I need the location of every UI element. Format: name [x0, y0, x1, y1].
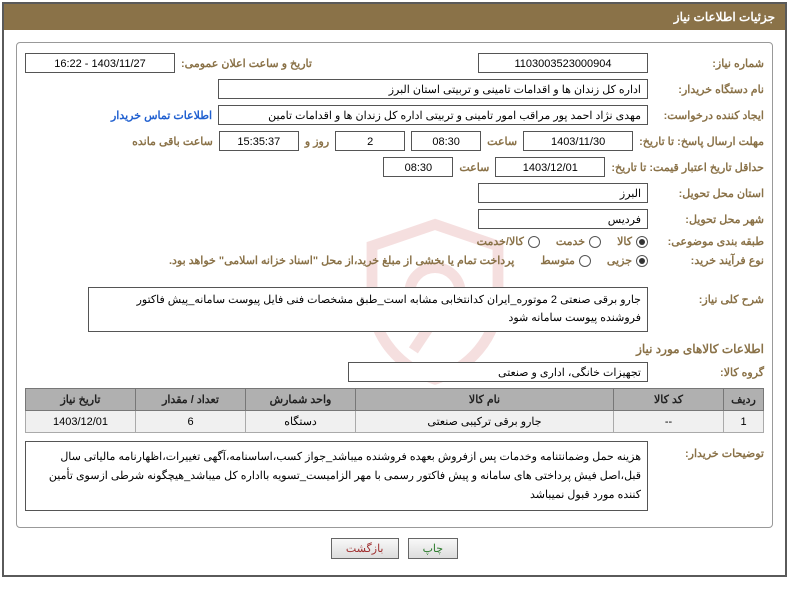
radio-partial-label: جزیی: [607, 254, 632, 267]
content-area: شماره نیاز: 1103003523000904 تاریخ و ساع…: [4, 30, 785, 575]
radio-goods-label: کالا: [617, 235, 632, 248]
row-category: طبقه بندی موضوعی: کالا خدمت کالا/خدمت: [25, 235, 764, 248]
radio-service-label: خدمت: [556, 235, 585, 248]
row-buyer-org: نام دستگاه خریدار: اداره کل زندان ها و ا…: [25, 79, 764, 99]
radio-medium[interactable]: متوسط: [540, 254, 591, 267]
radio-both-label: کالا/خدمت: [477, 235, 524, 248]
buyer-contact-link[interactable]: اطلاعات تماس خریدار: [111, 109, 212, 122]
footer-buttons: چاپ بازگشت: [16, 538, 773, 559]
print-button[interactable]: چاپ: [408, 538, 459, 559]
days-label: روز و: [305, 135, 329, 148]
general-desc-box: جارو برقی صنعتی 2 موتوره_ایران کدانتخابی…: [88, 287, 648, 332]
radio-both[interactable]: کالا/خدمت: [477, 235, 540, 248]
items-table: ردیف کد کالا نام کالا واحد شمارش تعداد /…: [25, 388, 764, 433]
radio-goods-icon: [636, 236, 648, 248]
td-code: --: [614, 411, 724, 433]
city-field: فردیس: [478, 209, 648, 229]
validity-date-field: 1403/12/01: [495, 157, 605, 177]
back-button[interactable]: بازگشت: [331, 538, 399, 559]
row-general-desc: شرح کلی نیاز: جارو برقی صنعتی 2 موتوره_ا…: [25, 287, 764, 332]
announce-field: 1403/11/27 - 16:22: [25, 53, 175, 73]
deadline-time-label: ساعت: [487, 135, 517, 148]
radio-goods[interactable]: کالا: [617, 235, 648, 248]
buyer-notes-label: توضیحات خریدار:: [654, 447, 764, 460]
row-need-number: شماره نیاز: 1103003523000904 تاریخ و ساع…: [25, 53, 764, 73]
radio-partial[interactable]: جزیی: [607, 254, 648, 267]
days-field: 2: [335, 131, 405, 151]
td-unit: دستگاه: [246, 411, 356, 433]
goods-group-label: گروه کالا:: [654, 366, 764, 379]
radio-both-icon: [528, 236, 540, 248]
page-header: جزئیات اطلاعات نیاز: [4, 4, 785, 30]
validity-label: حداقل تاریخ اعتبار قیمت: تا تاریخ:: [611, 161, 764, 174]
main-frame: جزئیات اطلاعات نیاز شماره نیاز: 11030035…: [2, 2, 787, 577]
category-label: طبقه بندی موضوعی:: [654, 235, 764, 248]
th-name: نام کالا: [356, 389, 614, 411]
details-panel: شماره نیاز: 1103003523000904 تاریخ و ساع…: [16, 42, 773, 528]
td-date: 1403/12/01: [26, 411, 136, 433]
deadline-date-field: 1403/11/30: [523, 131, 633, 151]
purchase-note: پرداخت تمام یا بخشی از مبلغ خرید،از محل …: [169, 254, 514, 267]
need-number-field: 1103003523000904: [478, 53, 648, 73]
radio-medium-icon: [579, 255, 591, 267]
remaining-time-field: 15:35:37: [219, 131, 299, 151]
th-code: کد کالا: [614, 389, 724, 411]
td-qty: 6: [136, 411, 246, 433]
need-number-label: شماره نیاز:: [654, 57, 764, 70]
row-requester: ایجاد کننده درخواست: مهدی نژاد احمد پور …: [25, 105, 764, 125]
validity-time-field: 08:30: [383, 157, 453, 177]
purchase-type-label: نوع فرآیند خرید:: [654, 254, 764, 267]
items-section-title: اطلاعات کالاهای مورد نیاز: [25, 342, 764, 356]
td-row: 1: [724, 411, 764, 433]
remaining-label: ساعت باقی مانده: [132, 135, 213, 148]
buyer-org-field: اداره کل زندان ها و اقدامات تامینی و ترب…: [218, 79, 648, 99]
radio-partial-icon: [636, 255, 648, 267]
row-purchase-type: نوع فرآیند خرید: جزیی متوسط پرداخت تمام …: [25, 254, 764, 267]
table-header-row: ردیف کد کالا نام کالا واحد شمارش تعداد /…: [26, 389, 764, 411]
buyer-notes-box: هزینه حمل وضمانتنامه وخدمات پس ازفروش بع…: [25, 441, 648, 511]
th-row: ردیف: [724, 389, 764, 411]
radio-service-icon: [589, 236, 601, 248]
page-title: جزئیات اطلاعات نیاز: [674, 10, 775, 24]
row-validity: حداقل تاریخ اعتبار قیمت: تا تاریخ: 1403/…: [25, 157, 764, 177]
row-city: شهر محل تحویل: فردیس: [25, 209, 764, 229]
announce-label: تاریخ و ساعت اعلان عمومی:: [181, 57, 312, 70]
radio-medium-label: متوسط: [540, 254, 575, 267]
table-row: 1 -- جارو برقی ترکیبی صنعتی دستگاه 6 140…: [26, 411, 764, 433]
requester-field: مهدی نژاد احمد پور مراقب امور تامینی و ت…: [218, 105, 648, 125]
deadline-label: مهلت ارسال پاسخ: تا تاریخ:: [639, 135, 764, 148]
td-name: جارو برقی ترکیبی صنعتی: [356, 411, 614, 433]
th-qty: تعداد / مقدار: [136, 389, 246, 411]
th-unit: واحد شمارش: [246, 389, 356, 411]
purchase-radio-group: جزیی متوسط: [540, 254, 648, 267]
deadline-time-field: 08:30: [411, 131, 481, 151]
validity-time-label: ساعت: [459, 161, 489, 174]
buyer-org-label: نام دستگاه خریدار:: [654, 83, 764, 96]
goods-group-field: تجهیزات خانگی، اداری و صنعتی: [348, 362, 648, 382]
province-field: البرز: [478, 183, 648, 203]
row-province: استان محل تحویل: البرز: [25, 183, 764, 203]
province-label: استان محل تحویل:: [654, 187, 764, 200]
row-deadline: مهلت ارسال پاسخ: تا تاریخ: 1403/11/30 سا…: [25, 131, 764, 151]
requester-label: ایجاد کننده درخواست:: [654, 109, 764, 122]
row-buyer-notes: توضیحات خریدار: هزینه حمل وضمانتنامه وخد…: [25, 441, 764, 511]
row-goods-group: گروه کالا: تجهیزات خانگی، اداری و صنعتی: [25, 362, 764, 382]
th-date: تاریخ نیاز: [26, 389, 136, 411]
category-radio-group: کالا خدمت کالا/خدمت: [477, 235, 648, 248]
general-desc-label: شرح کلی نیاز:: [654, 293, 764, 306]
radio-service[interactable]: خدمت: [556, 235, 601, 248]
city-label: شهر محل تحویل:: [654, 213, 764, 226]
